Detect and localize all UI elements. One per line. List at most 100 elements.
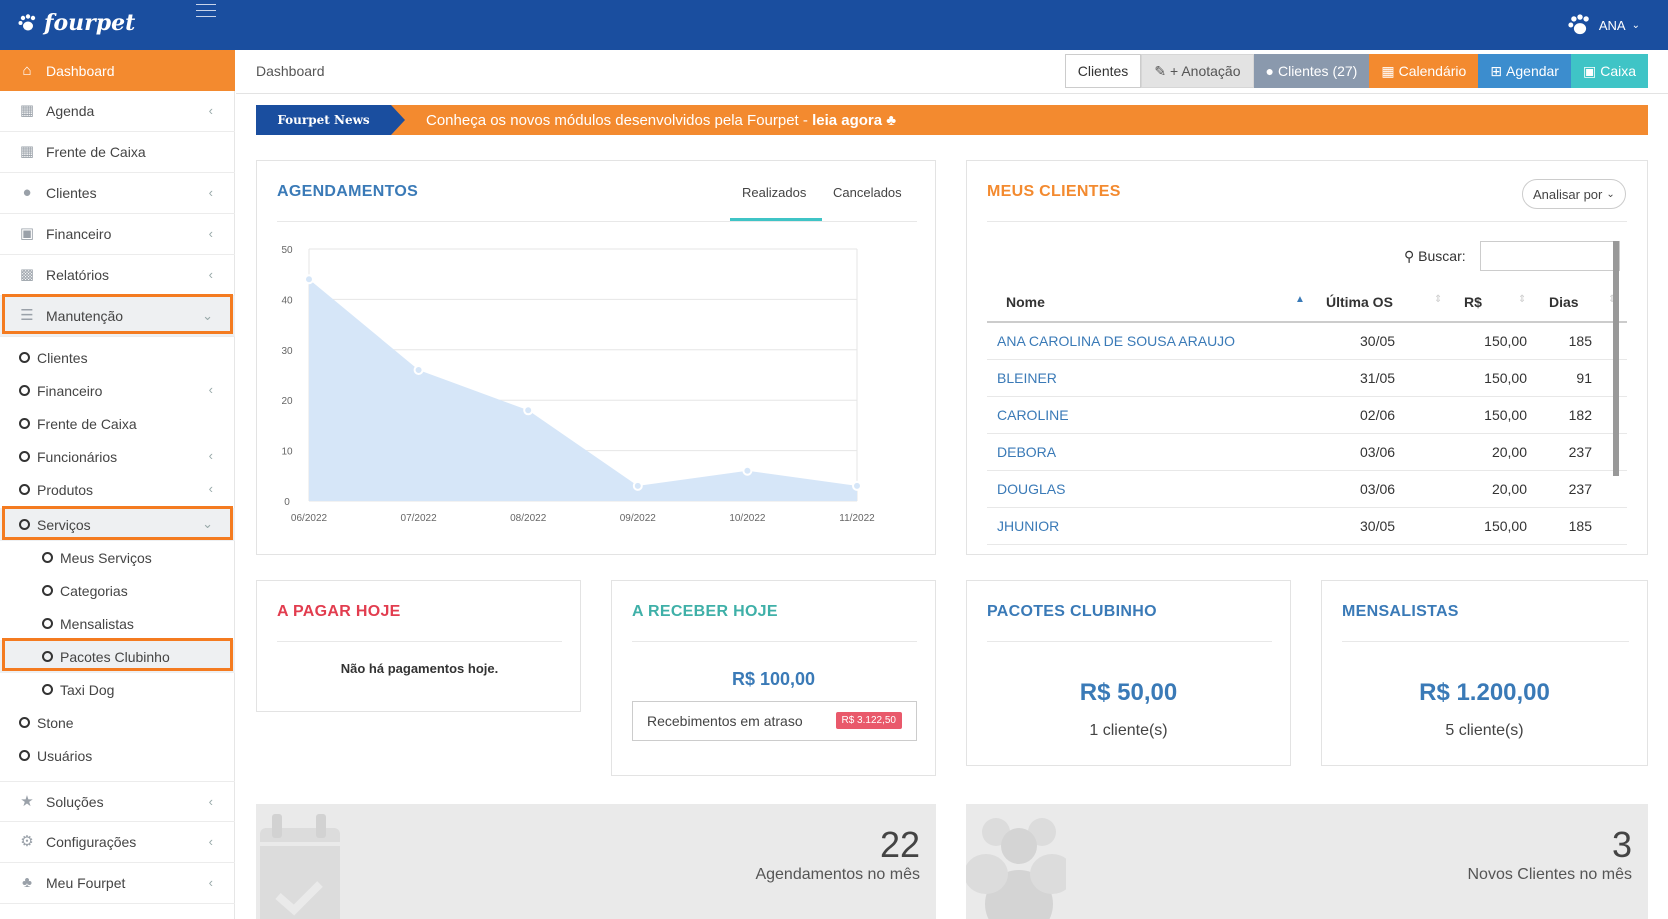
circle-icon [19,352,30,363]
sidebar-item-frente-de-caixa[interactable]: ▦ Frente de Caixa [0,132,235,173]
sidebar-item-label: Manutenção [46,308,124,324]
mensalistas-value: R$ 1.200,00 [1419,679,1550,706]
receber-value: R$ 100,00 [731,669,816,689]
agendar-button[interactable]: ⊞ Agendar [1478,54,1571,88]
button-label: + Anotação [1170,63,1241,79]
analisar-por-dropdown[interactable]: Analisar por ⌄ [1522,179,1626,209]
series-area [309,279,857,501]
col-nome[interactable]: Nome [1006,294,1045,310]
pacotes-clubinho-panel: PACOTES CLUBINHO R$ 50,00 1 cliente(s) [966,580,1291,766]
clubinho-count: 1 cliente(s) [1089,722,1168,739]
table-row[interactable]: ANA CAROLINA DE SOUSA ARAUJO 30/05 150,00 1… [987,323,1627,360]
ultima-os: 03/06 [1360,481,1396,497]
x-tick-label: 10/2022 [729,513,766,524]
paw-icon: ♣ [886,112,897,129]
menu-toggle-icon[interactable] [196,4,216,20]
circle-icon [42,552,53,563]
sidebar-item-financeiro[interactable]: ▣ Financeiro ‹ [0,214,235,255]
chevron-left-icon: ‹ [208,382,213,397]
active-tab-indicator [730,218,822,221]
search-input[interactable] [1480,241,1620,271]
clientes-count-button[interactable]: ● Clientes (27) [1253,54,1370,88]
ultima-os: 31/05 [1360,370,1396,386]
atraso-label: Recebimentos em atraso [647,713,803,729]
submenu-item-taxi-dog[interactable]: Taxi Dog [0,673,235,706]
submenu-item-pacotes-clubinho[interactable]: Pacotes Clubinho [0,640,235,673]
header-divider [987,321,1627,323]
news-link[interactable]: leia agora [812,112,883,129]
chevron-down-icon: ⌄ [1606,188,1615,200]
table-row[interactable]: DOUGLAS 03/06 20,00 237 [987,471,1627,508]
submenu-item-label: Produtos [37,481,94,498]
submenu-item-clientes[interactable]: Clientes [0,341,235,374]
news-message: Conheça os novos módulos desenvolvidos p… [426,112,813,129]
a-receber-panel: A RECEBER HOJE R$ 100,00 Recebimentos em… [611,580,936,776]
client-name[interactable]: ANA CAROLINA DE SOUSA ARAUJO [997,333,1236,349]
table-row[interactable]: BLEINER 31/05 150,00 91 [987,360,1627,397]
news-tag: Fourpet News [256,105,391,135]
submenu-item-categorias[interactable]: Categorias [0,574,235,607]
sidebar-item-dashboard[interactable]: ⌂ Dashboard [0,50,235,91]
news-banner[interactable]: Fourpet News Conheça os novos módulos de… [256,105,1648,135]
client-name[interactable]: DOUGLAS [997,481,1066,497]
submenu-item-meus-servicos[interactable]: Meus Serviços [0,541,235,574]
table-row[interactable]: DEBORA 03/06 20,00 237 [987,434,1627,471]
sidebar-item-clientes[interactable]: ● Clientes ‹ [0,173,235,214]
col-dias[interactable]: Dias [1549,294,1579,310]
sidebar-item-manutencao[interactable]: ☰ Manutenção ⌄ [0,296,235,337]
sidebar-item-configuracoes[interactable]: ⚙ Configurações ‹ [0,822,235,863]
caixa-button[interactable]: ▣ Caixa [1570,54,1648,88]
atraso-badge: R$ 3.122,50 [835,712,902,729]
data-point [523,405,534,416]
user-menu[interactable]: ANA ⌄ [1567,14,1640,36]
agendamentos-chart: 0 10 20 30 40 50 06/2022 07/2022 08/2022 09/2022 1… [281,245,875,524]
circle-icon [19,519,30,530]
sidebar-item-solucoes[interactable]: ★ Soluções ‹ [0,781,235,822]
stat-number: 22 [879,824,920,865]
sidebar-item-label: Financeiro [46,226,112,242]
col-ultima-os[interactable]: Última OS [1326,294,1393,310]
submenu-item-financeiro[interactable]: Financeiro ‹ [0,374,235,407]
scrollbar[interactable] [1613,241,1619,476]
submenu-item-servicos[interactable]: Serviços ⌄ [0,508,235,541]
col-rs[interactable]: R$ [1464,294,1482,310]
submenu-item-label: Categorias [60,582,128,599]
sidebar-item-label: Clientes [46,185,97,201]
table-row[interactable]: JHUNIOR 30/05 150,00 185 [987,508,1627,545]
sidebar-item-agenda[interactable]: ▦ Agenda ‹ [0,91,235,132]
submenu-item-label: Serviços [37,516,91,533]
submenu-item-usuarios[interactable]: Usuários [0,739,235,772]
y-tick-label: 20 [281,396,293,407]
sidebar-item-relatorios[interactable]: ▩ Relatórios ‹ [0,255,235,296]
submenu-item-frente-de-caixa[interactable]: Frente de Caixa [0,407,235,440]
dias: 91 [1576,370,1592,386]
client-name[interactable]: CAROLINE [997,407,1069,423]
submenu-item-label: Pacotes Clubinho [60,648,170,665]
table-row[interactable]: CAROLINE 02/06 150,00 182 [987,397,1627,434]
submenu-item-funcionarios[interactable]: Funcionários ‹ [0,440,235,473]
x-tick-label: 07/2022 [401,513,438,524]
circle-icon [19,484,30,495]
valor: 20,00 [1491,481,1527,497]
tab-realizados[interactable]: Realizados [742,185,807,200]
calendar-plus-icon: ⊞ [1490,62,1503,79]
calendario-button[interactable]: ▦ Calendário [1369,54,1479,88]
dias: 237 [1568,444,1592,460]
submenu-item-produtos[interactable]: Produtos ‹ [0,473,235,506]
client-name[interactable]: DEBORA [997,444,1057,460]
clientes-button[interactable]: Clientes [1064,54,1142,88]
data-point [742,465,753,476]
tab-cancelados[interactable]: Cancelados [833,185,902,200]
submenu-item-stone[interactable]: Stone [0,706,235,739]
client-name[interactable]: BLEINER [997,370,1057,386]
client-name[interactable]: JHUNIOR [997,518,1060,534]
submenu-item-mensalistas[interactable]: Mensalistas [0,607,235,640]
x-tick-label: 09/2022 [620,513,657,524]
sidebar-item-meu-fourpet[interactable]: ♣ Meu Fourpet ‹ [0,863,235,904]
circle-icon [19,750,30,761]
brand-logo[interactable]: fourpet [18,10,135,36]
divider [277,221,917,222]
recebimentos-atraso-row[interactable]: Recebimentos em atraso R$ 3.122,50 [632,701,917,741]
anotacao-button[interactable]: ✎ + Anotação [1141,54,1254,88]
panel-title: MEUS CLIENTES [987,183,1121,200]
